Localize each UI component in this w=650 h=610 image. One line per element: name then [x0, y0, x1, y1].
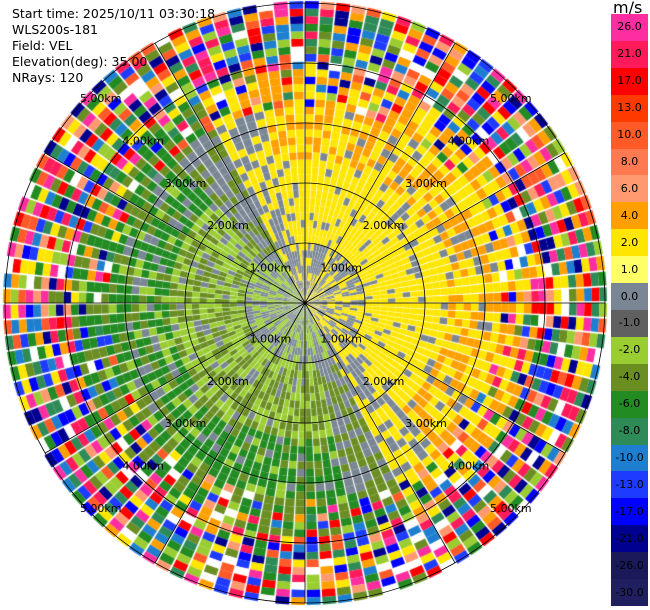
- colorbar-tick-label: -30.0: [615, 585, 644, 599]
- colorbar-segment: [611, 14, 648, 42]
- range-label: 3.00km: [405, 177, 447, 190]
- colorbar-tick-label: -6.0: [618, 397, 641, 411]
- range-label: 2.00km: [207, 375, 249, 388]
- colorbar-segment: [611, 94, 648, 123]
- start-time: Start time: 2025/10/11 03:30:18: [12, 6, 216, 21]
- colorbar-segment: [611, 202, 648, 230]
- colorbar-tick-label: -1.0: [618, 316, 641, 330]
- colorbar-segment: [611, 336, 648, 365]
- colorbar-tick-label: -21.0: [615, 531, 644, 545]
- colorbar-tick-label: -13.0: [615, 477, 644, 491]
- colorbar-segment: [611, 40, 648, 69]
- azimuth-line: [304, 42, 456, 304]
- range-label: 2.00km: [363, 219, 405, 232]
- colorbar-tick-label: -17.0: [615, 504, 644, 518]
- colorbar-tick-label: 10.0: [617, 128, 642, 142]
- colorbar-segment: [611, 525, 648, 553]
- azimuth-line: [154, 42, 306, 304]
- colorbar-segment: [611, 417, 648, 446]
- colorbar-unit: m/s: [613, 0, 643, 17]
- scan-info: Start time: 2025/10/11 03:30:18 WLS200s-…: [12, 6, 215, 86]
- range-label: 4.00km: [122, 460, 164, 473]
- colorbar-tick-label: -4.0: [618, 370, 641, 384]
- range-label: 3.00km: [165, 177, 207, 190]
- colorbar-tick-label: 6.0: [620, 181, 639, 195]
- range-ring-overlay: 1.00km 1.00km 1.00km 1.00km 2.00km 2.00km 2.00…: [4, 2, 606, 604]
- range-label: 1.00km: [320, 262, 362, 275]
- colorbar-segment: [611, 552, 648, 580]
- range-label: 4.00km: [448, 460, 490, 473]
- azimuth-line: [304, 302, 566, 454]
- range-label: 2.00km: [207, 219, 249, 232]
- nrays: NRays: 120: [12, 70, 84, 85]
- range-label: 4.00km: [122, 134, 164, 147]
- velocity-colorbar: 26.0 21.0 17.0 13.0 10.0 8.0 6.0 4.0 2.0 1.0 0.0 -1…: [611, 14, 648, 607]
- colorbar-segment: [611, 229, 648, 257]
- range-label: 1.00km: [320, 332, 362, 345]
- range-label: 5.00km: [490, 502, 532, 515]
- colorbar-tick-label: 26.0: [617, 20, 642, 34]
- colorbar-tick-label: 21.0: [617, 47, 642, 61]
- colorbar-segment: [611, 310, 648, 338]
- colorbar-segment: [611, 498, 648, 526]
- colorbar-tick-label: -8.0: [618, 424, 641, 438]
- colorbar-segment: [611, 256, 648, 284]
- range-label: 1.00km: [250, 332, 292, 345]
- colorbar-tick-label: 8.0: [620, 155, 639, 168]
- azimuth-line: [304, 302, 456, 564]
- colorbar-segment: [611, 67, 648, 96]
- range-label: 5.00km: [80, 502, 122, 515]
- range-label: 3.00km: [405, 417, 447, 430]
- colorbar-segment: [611, 471, 648, 499]
- colorbar-segment: [611, 579, 648, 607]
- colorbar-tick-label: 17.0: [617, 74, 642, 88]
- range-label: 2.00km: [363, 375, 405, 388]
- colorbar-segment: [611, 175, 648, 203]
- azimuth-line: [304, 152, 566, 304]
- colorbar-tick-label: -10.0: [615, 451, 644, 464]
- elevation: Elevation(deg): 35.00: [12, 54, 148, 69]
- colorbar-segment: [611, 148, 648, 176]
- colorbar-segment: [611, 390, 648, 419]
- azimuth-line: [44, 302, 306, 454]
- colorbar-tick-label: 13.0: [617, 101, 642, 115]
- azimuth-line: [154, 302, 306, 564]
- colorbar-segment: [611, 283, 648, 311]
- range-label: 4.00km: [448, 134, 490, 147]
- colorbar-tick-label: 1.0: [620, 262, 639, 276]
- colorbar-tick-label: 0.0: [620, 289, 639, 303]
- colorbar-segment: [611, 121, 648, 150]
- site-name: WLS200s-181: [12, 22, 98, 37]
- colorbar-tick-label: -26.0: [615, 558, 644, 572]
- range-label: 5.00km: [490, 92, 532, 105]
- range-label: 1.00km: [250, 262, 292, 275]
- range-label: 3.00km: [165, 417, 207, 430]
- colorbar-segment: [611, 363, 648, 392]
- field-name: Field: VEL: [12, 38, 73, 53]
- colorbar-tick-label: 4.0: [620, 208, 639, 222]
- azimuth-line: [44, 152, 306, 304]
- range-label: 5.00km: [80, 92, 122, 105]
- colorbar-tick-label: -2.0: [618, 343, 641, 357]
- colorbar-segment: [611, 444, 648, 472]
- colorbar-tick-label: 2.0: [620, 235, 639, 249]
